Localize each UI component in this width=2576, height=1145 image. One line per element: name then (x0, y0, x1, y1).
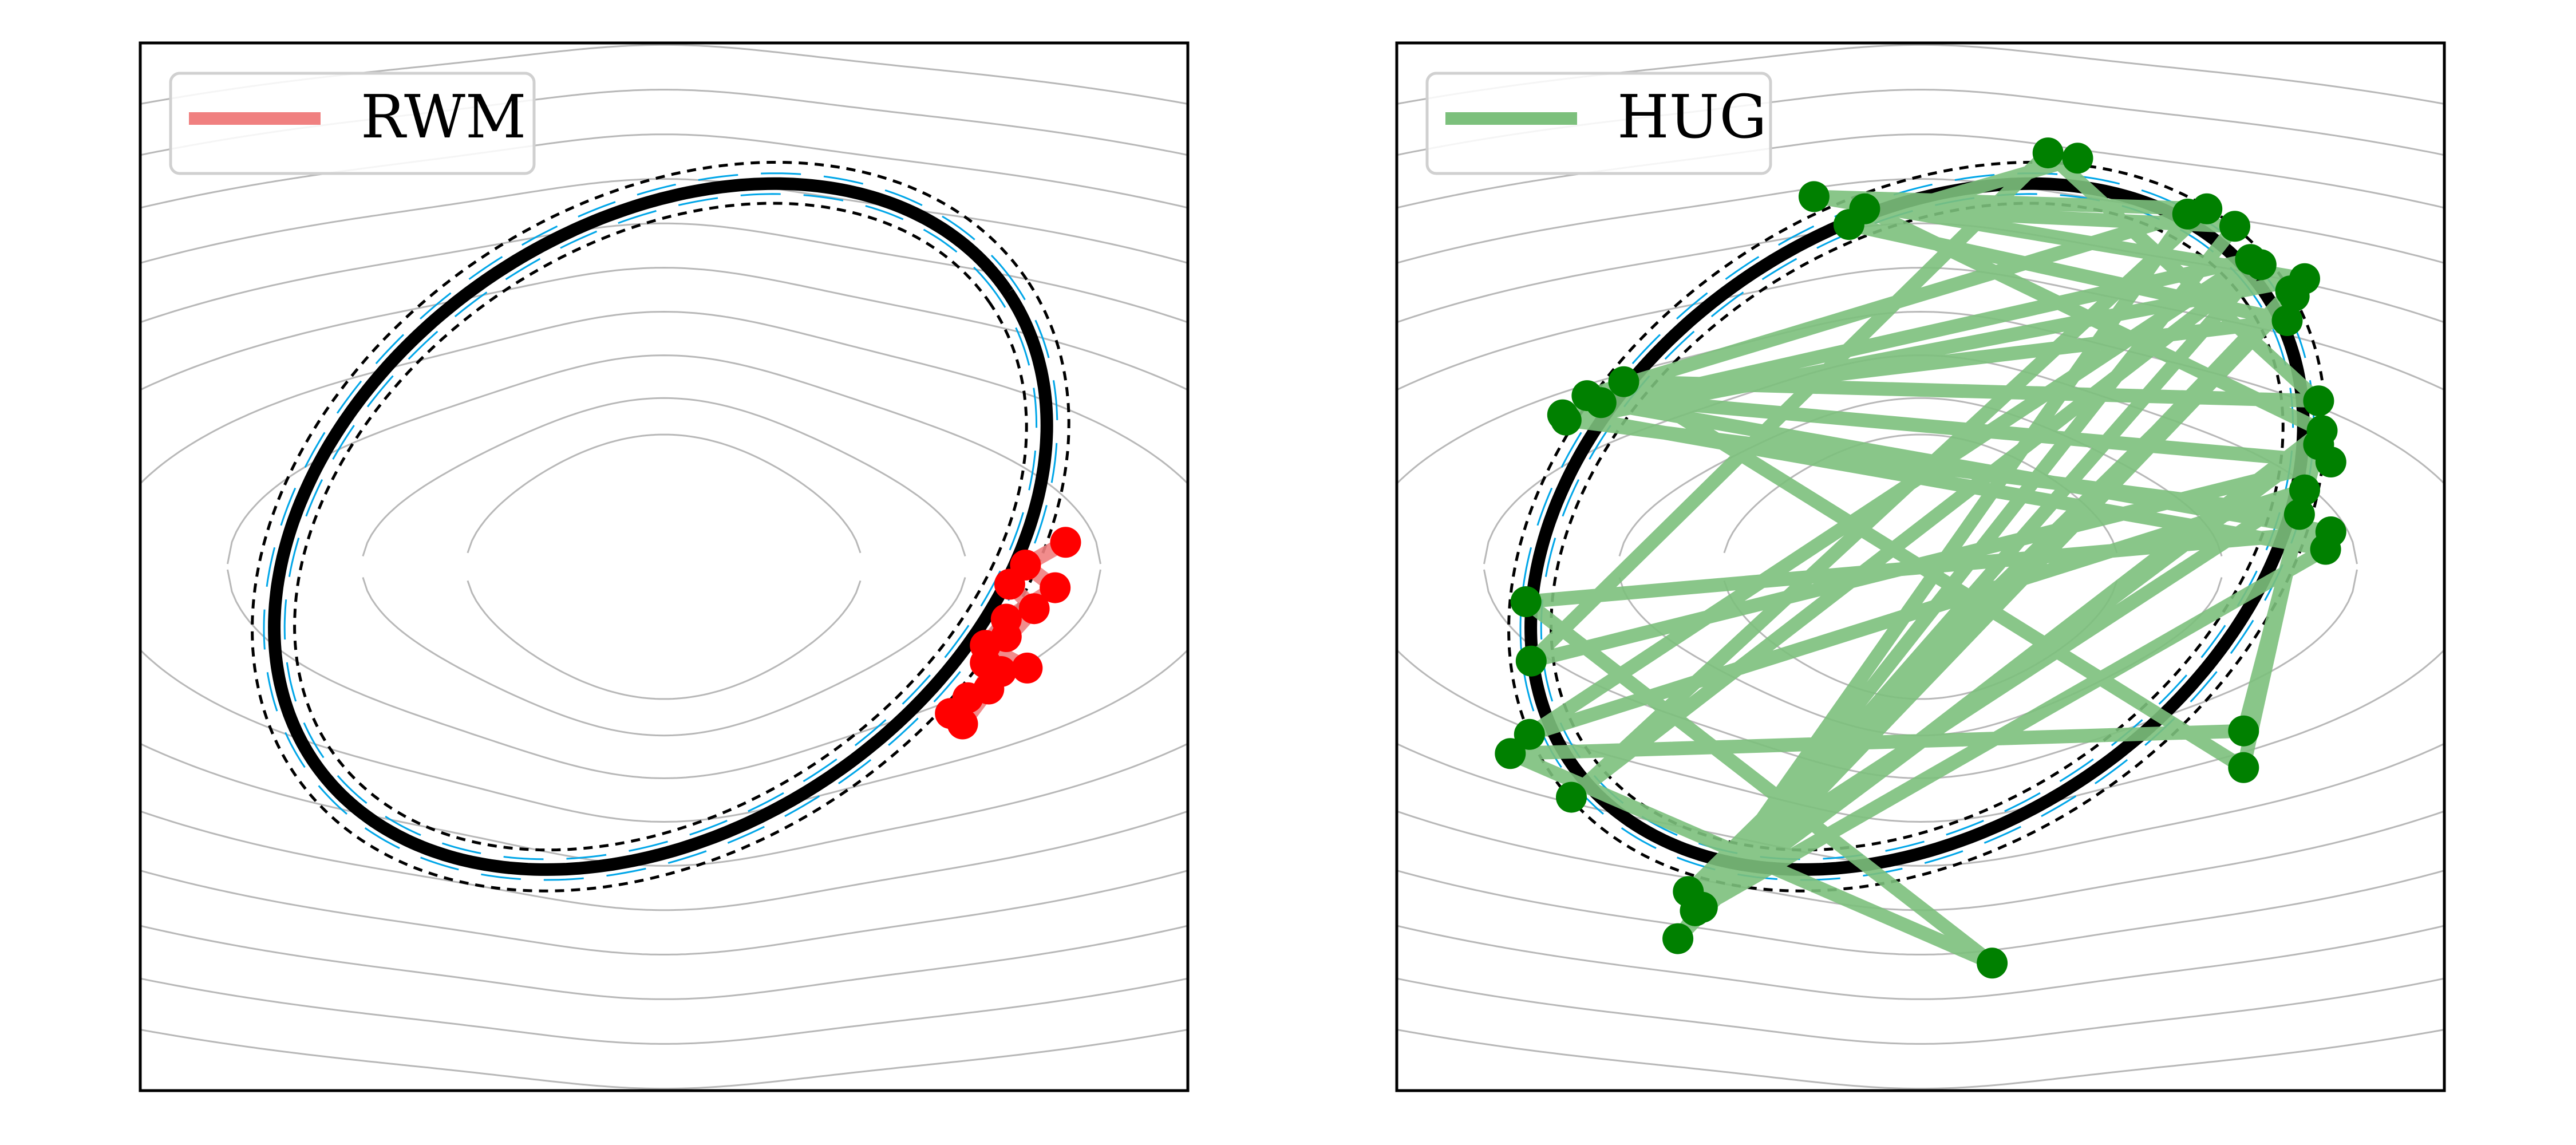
hug-sample-point (1798, 181, 1830, 212)
rwm-sample-point (1018, 593, 1050, 625)
hug-sample-point (2289, 474, 2320, 506)
hug-panel: HUG (1395, 41, 2446, 1092)
hug-sample-point (1686, 891, 1718, 923)
hug-sample-point (1510, 586, 1542, 617)
hug-sample-point (2275, 275, 2306, 307)
rwm-sample-point (990, 621, 1022, 652)
hug-sample-point (2228, 715, 2259, 747)
hug-contour-line (1397, 870, 2444, 956)
rwm-contour-line (467, 580, 862, 700)
hug-axes-frame (1395, 41, 2446, 1092)
rwm-plot-layer (140, 44, 1188, 1090)
hug-plot-layer (1397, 44, 2444, 1090)
rwm-sample-point (1040, 572, 1071, 603)
hug-sample-point (1571, 380, 1603, 412)
rwm-sample-point (1050, 527, 1081, 558)
rwm-contour-line (362, 577, 966, 737)
rwm-band-line (283, 193, 1038, 860)
rwm-contour-line (140, 810, 1188, 911)
hug-band-line (1519, 172, 2315, 881)
rwm-sample-point (1012, 652, 1043, 684)
hug-sample-point (2235, 244, 2266, 275)
hug-sample-point (1977, 947, 2008, 979)
hug-sample-point (2283, 499, 2315, 530)
hug-sample-point (2306, 415, 2338, 447)
hug-contour-line (1397, 925, 2444, 1000)
rwm-contour-line (140, 743, 1188, 867)
hug-sample-point (1849, 193, 1880, 224)
rwm-dashed-bound-inner (293, 202, 1028, 852)
hug-legend: HUG (1425, 72, 1772, 175)
rwm-contour-line (140, 178, 1188, 264)
hug-sample-point (2219, 211, 2250, 242)
rwm-manifold-ellipse (268, 177, 1053, 876)
hug-sample-point (1515, 645, 1547, 677)
hug-sample-point (1556, 781, 1587, 813)
hug-legend-box (1425, 72, 1772, 175)
rwm-contour-line (140, 977, 1188, 1045)
hug-sample-point (1547, 399, 1578, 431)
rwm-contour-line (140, 310, 1188, 484)
hug-sample-point (2303, 385, 2334, 417)
hug-sample-point (2228, 752, 2259, 783)
hug-contour-line (1397, 977, 2444, 1045)
rwm-legend-label: RWM (361, 82, 526, 152)
hug-contour-line (1397, 310, 2444, 484)
hug-sample-point (2310, 534, 2341, 565)
rwm-panel: RWM (139, 41, 1190, 1092)
hug-sample-point (2271, 305, 2303, 336)
hug-contour-line (1397, 1029, 2444, 1090)
hug-contour-line (1397, 178, 2444, 264)
rwm-sample-point (970, 647, 1001, 678)
rwm-sample-point (973, 673, 1005, 705)
rwm-sample-point (947, 708, 978, 740)
rwm-contour-line (140, 925, 1188, 1000)
hug-sample-point (1608, 366, 1639, 397)
hug-contour-line (1397, 133, 2444, 209)
hug-sample-point (2315, 447, 2346, 477)
hug-sample-point (1495, 738, 1526, 769)
rwm-contour-line (140, 267, 1188, 391)
rwm-contour-line (362, 397, 966, 556)
rwm-legend-box (169, 72, 536, 175)
hug-sample-point (2032, 137, 2064, 169)
rwm-contour-line (140, 222, 1188, 323)
rwm-contour-line (140, 133, 1188, 209)
hug-sample-point (2172, 198, 2203, 230)
hug-sample-point (2062, 143, 2093, 174)
rwm-contour-line (140, 1029, 1188, 1090)
hug-trajectory-line (1503, 146, 2338, 970)
rwm-contour-line (467, 433, 862, 554)
hug-sample-point (1514, 718, 1545, 750)
hug-legend-label: HUG (1617, 82, 1767, 152)
rwm-sample-point (994, 568, 1025, 600)
rwm-axes-frame (139, 41, 1190, 1092)
hug-sample-point (1662, 923, 1694, 954)
rwm-legend: RWM (169, 72, 536, 175)
rwm-contour-line (140, 870, 1188, 956)
rwm-contour-line (227, 354, 1101, 564)
